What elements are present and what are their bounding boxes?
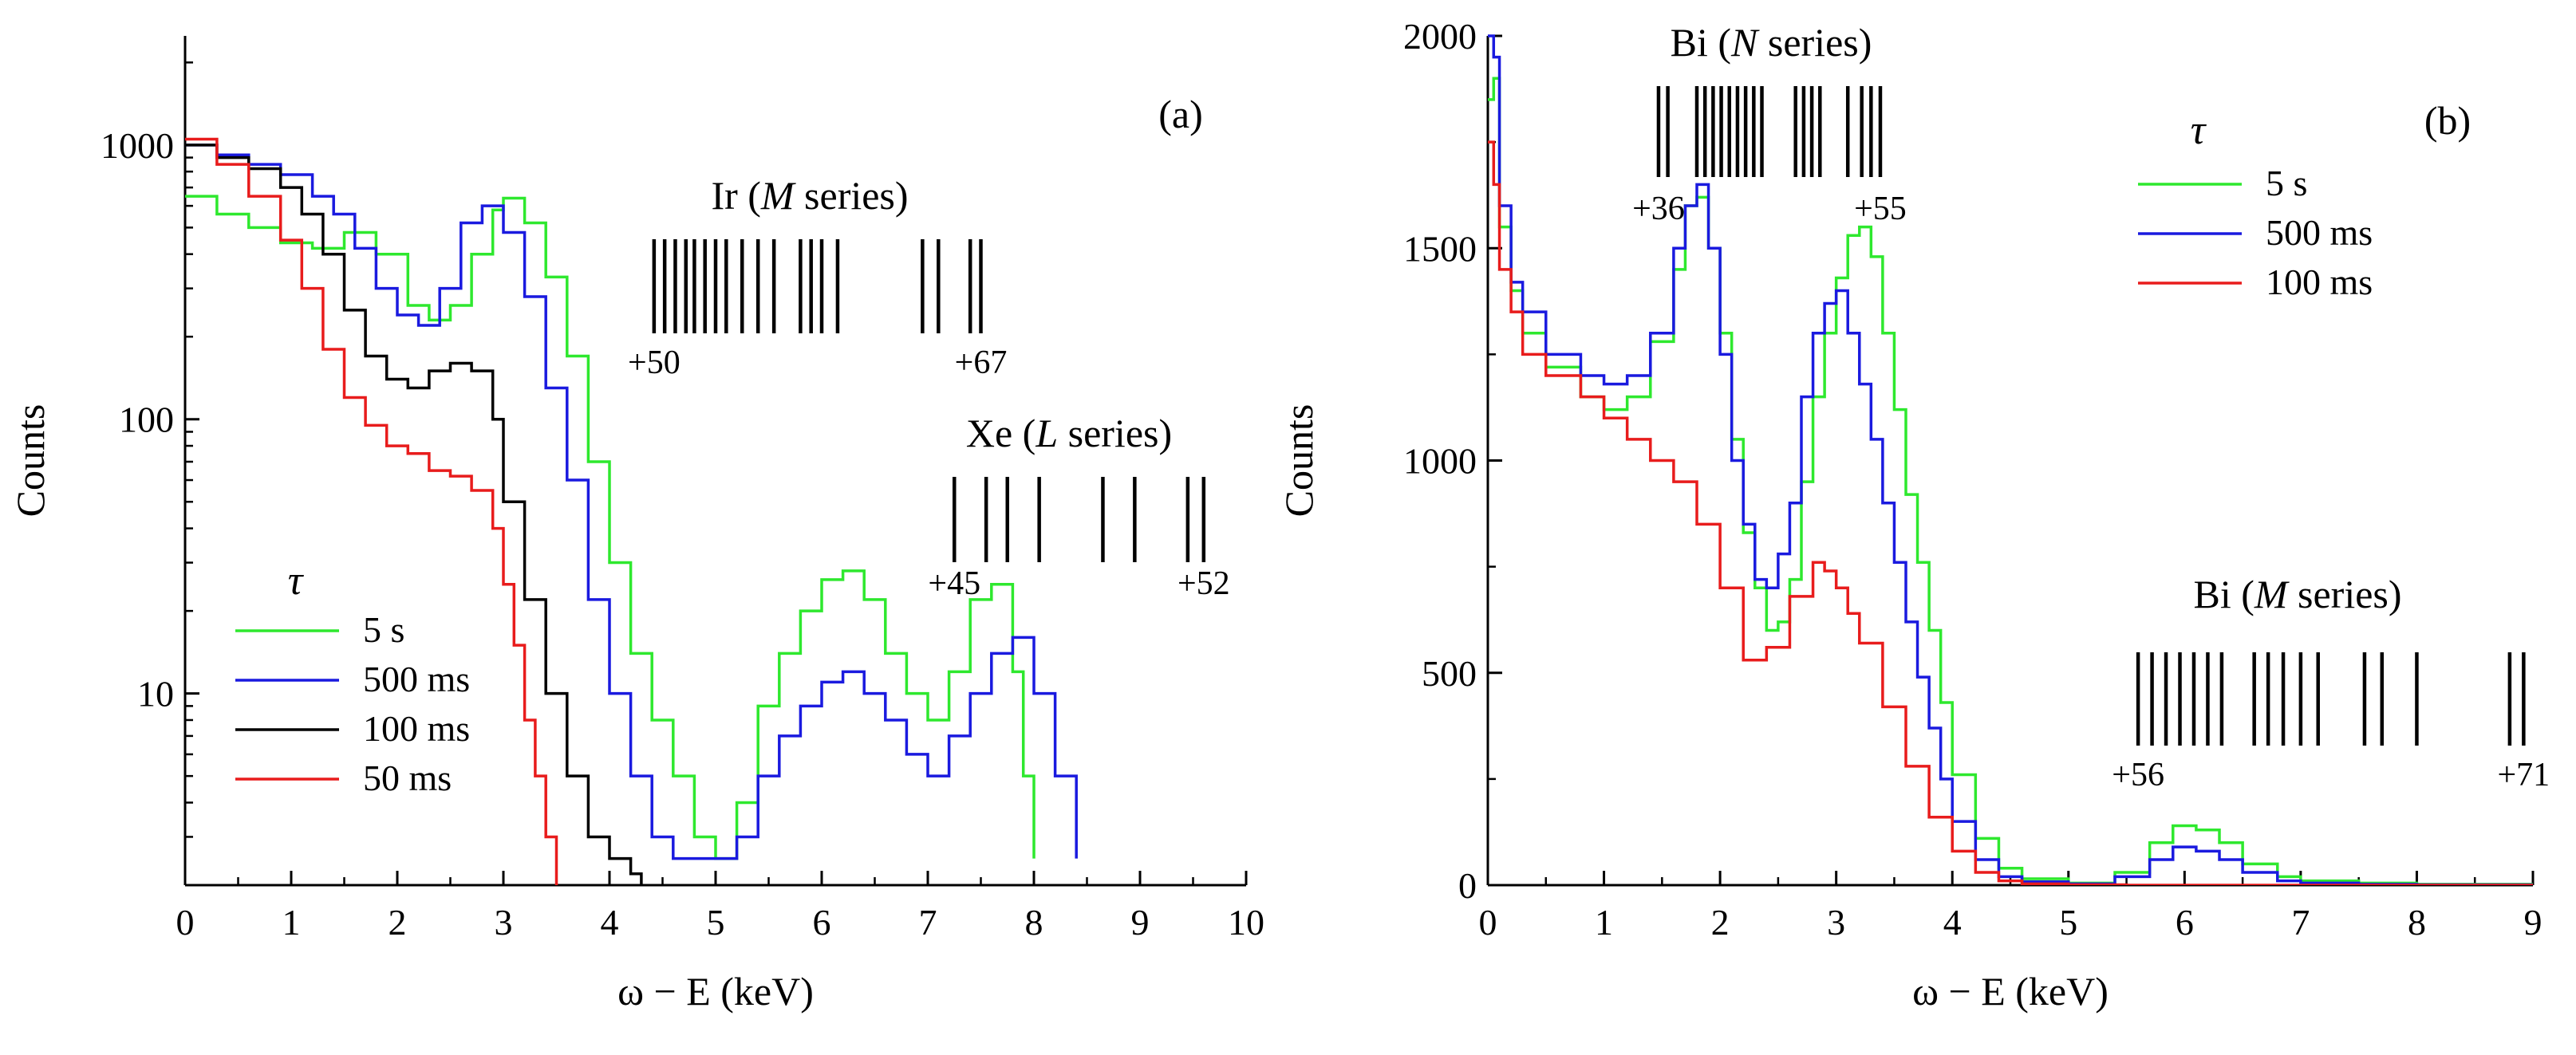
marker-last-label: +67 bbox=[955, 344, 1008, 381]
x-axis-label: ω − E (keV) bbox=[1912, 969, 2109, 1014]
series-500-ms bbox=[185, 144, 1078, 860]
x-tick-label: 6 bbox=[813, 902, 831, 943]
marker-first-label: +45 bbox=[928, 565, 980, 602]
x-tick-label: 2 bbox=[389, 902, 407, 943]
x-tick-label: 7 bbox=[2291, 902, 2310, 943]
y-tick-label: 2000 bbox=[1403, 16, 1477, 57]
marker-first-label: +36 bbox=[1632, 191, 1685, 227]
marker-first-label: +56 bbox=[2112, 757, 2164, 793]
y-tick-label: 500 bbox=[1422, 653, 1477, 694]
x-tick-label: 3 bbox=[495, 902, 513, 943]
series-50-ms bbox=[185, 137, 558, 885]
x-tick-label: 8 bbox=[1025, 902, 1043, 943]
legend-label: 100 ms bbox=[363, 708, 470, 749]
legend-title: τ bbox=[288, 558, 305, 604]
marker-group: Ir (M series) +50 +67 bbox=[628, 173, 1007, 381]
y-tick-label: 0 bbox=[1458, 865, 1477, 906]
y-axis-label: Counts bbox=[1276, 404, 1321, 518]
x-tick-label: 2 bbox=[1711, 902, 1730, 943]
series-5-s bbox=[185, 195, 1036, 860]
legend-label: 5 s bbox=[363, 609, 404, 650]
legend-title: τ bbox=[2191, 108, 2207, 153]
y-tick-label: 100 bbox=[119, 400, 174, 440]
marker-last-label: +71 bbox=[2498, 757, 2550, 793]
y-axis-label: Counts bbox=[8, 404, 53, 518]
x-tick-label: 3 bbox=[1827, 902, 1845, 943]
legend-label: 100 ms bbox=[2266, 262, 2373, 302]
marker-group: Bi (N series) +36 +55 bbox=[1632, 20, 1907, 227]
x-tick-label: 0 bbox=[1479, 902, 1497, 943]
panel-label: (a) bbox=[1158, 92, 1203, 136]
x-tick-label: 10 bbox=[1228, 902, 1264, 943]
panel-a: 0 1 2 3 4 5 6 7 8 9 10 10 100 1000 Counts ω − E (keV) (a… bbox=[8, 36, 1264, 1014]
x-tick-label: 1 bbox=[282, 902, 301, 943]
marker-last-label: +52 bbox=[1178, 565, 1230, 602]
x-tick-label: 5 bbox=[707, 902, 725, 943]
panel-label: (b) bbox=[2424, 98, 2471, 143]
marker-label: Ir (M series) bbox=[711, 173, 908, 218]
marker-last-label: +55 bbox=[1854, 191, 1907, 227]
x-tick-label: 4 bbox=[601, 902, 619, 943]
y-tick-label: 10 bbox=[137, 674, 174, 714]
legend-label: 500 ms bbox=[2266, 212, 2373, 253]
y-tick-label: 1000 bbox=[101, 125, 174, 166]
marker-label: Xe (L series) bbox=[966, 411, 1172, 455]
marker-label: Bi (M series) bbox=[2193, 572, 2401, 616]
series-5-s bbox=[1488, 77, 2533, 885]
legend-label: 5 s bbox=[2266, 163, 2307, 203]
marker-group: Bi (M series) +56 +71 bbox=[2112, 572, 2550, 793]
x-tick-label: 1 bbox=[1595, 902, 1613, 943]
legend: τ 5 s 500 ms 100 ms 50 ms bbox=[235, 558, 470, 798]
x-tick-label: 6 bbox=[2176, 902, 2194, 943]
x-axis-label: ω − E (keV) bbox=[617, 969, 814, 1014]
x-tick-label: 9 bbox=[2524, 902, 2542, 943]
marker-group: Xe (L series) +45 +52 bbox=[928, 411, 1229, 602]
x-tick-label: 0 bbox=[176, 902, 195, 943]
marker-first-label: +50 bbox=[628, 344, 680, 381]
series-100-ms bbox=[185, 144, 643, 885]
x-tick-label: 7 bbox=[919, 902, 937, 943]
legend-label: 50 ms bbox=[363, 758, 452, 798]
series-100-ms bbox=[1488, 140, 2533, 885]
legend-label: 500 ms bbox=[363, 659, 470, 699]
x-tick-label: 4 bbox=[1943, 902, 1962, 943]
panel-b: 0 1 2 3 4 5 6 7 8 9 0 500 1000 1500 2000 Counts ω − E (k… bbox=[1276, 16, 2550, 1014]
series-500-ms bbox=[1488, 34, 2533, 885]
x-tick-label: 5 bbox=[2059, 902, 2077, 943]
marker-label: Bi (N series) bbox=[1671, 20, 1872, 65]
x-tick-label: 9 bbox=[1131, 902, 1150, 943]
legend: τ 5 s 500 ms 100 ms bbox=[2138, 108, 2373, 302]
y-tick-label: 1500 bbox=[1403, 228, 1477, 269]
x-tick-label: 8 bbox=[2408, 902, 2426, 943]
y-tick-label: 1000 bbox=[1403, 441, 1477, 482]
